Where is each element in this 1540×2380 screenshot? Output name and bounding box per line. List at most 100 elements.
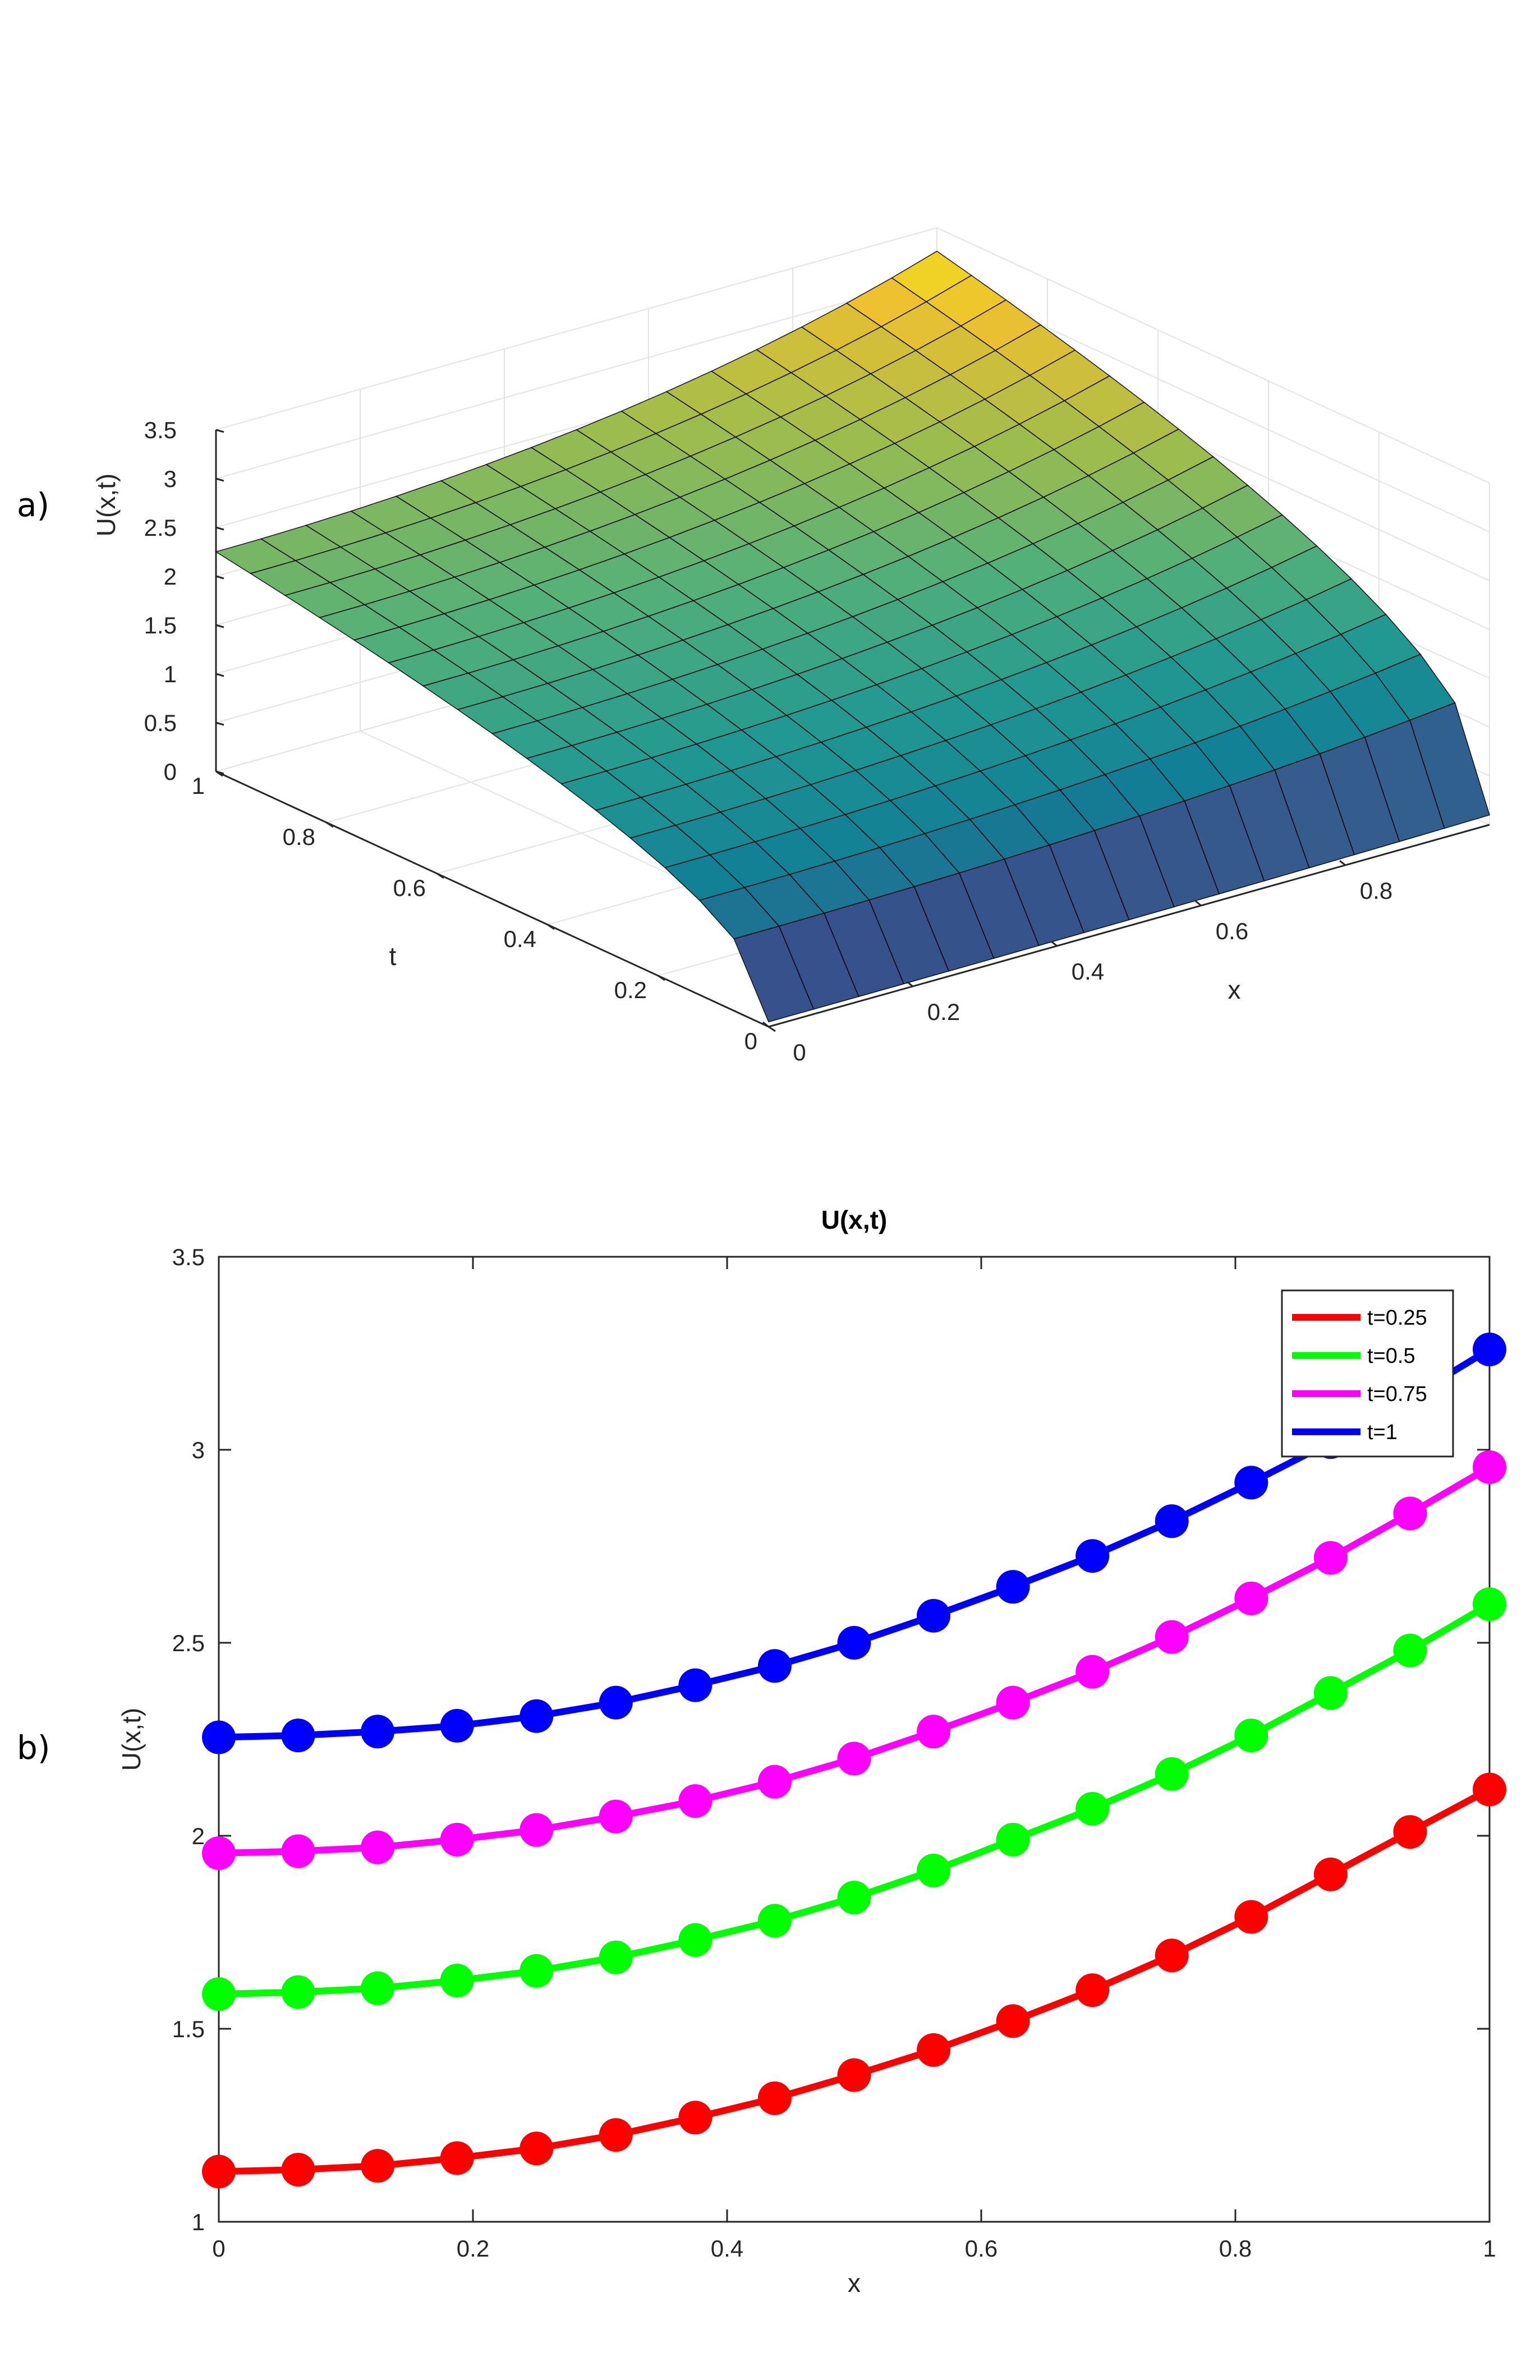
data-point [1234, 1719, 1268, 1753]
x-tick [762, 1021, 769, 1028]
data-point [1155, 1938, 1189, 1973]
x-tick-label: 0 [212, 2235, 225, 2262]
data-point [678, 1784, 712, 1818]
data-point [520, 2131, 554, 2166]
x-tick-label: 1 [1483, 2235, 1496, 2262]
z-tick [215, 722, 224, 726]
data-point [996, 1570, 1030, 1604]
data-point [361, 1715, 395, 1749]
z-tick [215, 673, 224, 677]
line-plot-title: U(x,t) [821, 1205, 888, 1234]
t-tick [547, 923, 555, 930]
t-tick [215, 770, 223, 777]
t-tick-label: 0.4 [504, 926, 536, 952]
data-point [837, 1742, 871, 1776]
z-tick [215, 624, 224, 628]
data-point [202, 1977, 236, 2011]
data-point [996, 1822, 1030, 1857]
data-point [281, 1719, 315, 1753]
data-point [599, 1940, 633, 1974]
y-tick-label: 1 [192, 2209, 205, 2235]
data-point [917, 1853, 951, 1887]
legend-entry: t=0.25 [1367, 1306, 1427, 1330]
t-axis-line [215, 770, 769, 1028]
z-tick-label: 1.5 [144, 612, 177, 638]
surface-mesh [215, 250, 1491, 1023]
data-point [440, 1822, 474, 1857]
data-point [837, 1626, 871, 1660]
data-point [1155, 1757, 1189, 1791]
line-plot-series [202, 1333, 1506, 2189]
data-point [202, 2154, 236, 2189]
t-tick [768, 1026, 776, 1032]
data-point [1313, 1676, 1348, 1710]
panel-label-b: b) [17, 1729, 50, 1767]
data-point [678, 1668, 712, 1702]
data-point [837, 1881, 871, 1915]
x-tick [907, 981, 913, 987]
panel-label-a: a) [17, 486, 49, 524]
data-point [361, 2149, 395, 2183]
data-point [1234, 1465, 1268, 1500]
surface-ylabel: t [389, 941, 397, 971]
data-point [1313, 1857, 1348, 1891]
z-tick-label: 2.5 [144, 514, 177, 541]
data-point [757, 1649, 792, 1683]
data-point [1075, 1539, 1110, 1573]
z-tick-label: 0 [164, 759, 177, 785]
surface-zlabel: U(x,t) [91, 474, 121, 536]
legend-entry: t=1 [1367, 1421, 1398, 1444]
data-point [281, 1975, 315, 2009]
data-point [1393, 1633, 1427, 1667]
data-point [1393, 1815, 1427, 1849]
t-tick-label: 0.8 [283, 824, 315, 850]
y-tick-label: 1.5 [172, 2016, 205, 2042]
z-tick [215, 477, 224, 482]
t-tick-label: 0 [744, 1028, 757, 1054]
surface-xlabel: x [1228, 975, 1241, 1004]
x-tick-label: 0.6 [965, 2235, 997, 2262]
data-point [202, 1720, 236, 1754]
t-tick [326, 821, 334, 828]
z-tick [215, 429, 224, 433]
data-point [1155, 1504, 1189, 1538]
t-tick-label: 1 [192, 773, 205, 799]
x-tick-label: 0.2 [927, 999, 960, 1025]
data-point [520, 1699, 554, 1733]
data-point [996, 1685, 1030, 1720]
data-point [520, 1954, 554, 1988]
y-tick-label: 3.5 [172, 1244, 205, 1270]
data-point [1075, 1655, 1110, 1689]
data-point [996, 2004, 1030, 2038]
x-tick [1051, 940, 1058, 947]
data-point [678, 1923, 712, 1957]
data-point [440, 1964, 474, 1997]
data-point [440, 2141, 474, 2175]
z-tick-label: 2 [164, 563, 177, 590]
x-tick-label: 0.2 [457, 2235, 489, 2262]
legend-entry: t=0.75 [1367, 1382, 1427, 1406]
data-point [361, 1971, 395, 2005]
y-tick-label: 2 [192, 1823, 205, 1849]
data-point [1393, 1496, 1427, 1531]
legend-entry: t=0.5 [1367, 1344, 1415, 1368]
data-point [757, 1765, 792, 1799]
data-point [1234, 1900, 1268, 1934]
z-tick [215, 526, 224, 531]
x-tick [1195, 900, 1202, 907]
data-point [599, 1799, 633, 1834]
grid-line [936, 227, 1490, 484]
data-point [1234, 1581, 1268, 1615]
line-plot-panel: b) U(x,t) 0 0.2 0.4 0.6 0.8 1 1 1.5 2 2.5 3 3.5 x U… [17, 1205, 1506, 2298]
x-tick-label: 0 [793, 1039, 806, 1065]
data-point [1075, 1973, 1110, 2007]
data-point [1473, 1772, 1506, 1807]
data-point [281, 1834, 315, 1868]
z-tick-label: 3 [164, 466, 177, 492]
grid-line [215, 276, 937, 479]
data-point [917, 2033, 951, 2067]
data-point [1155, 1620, 1189, 1654]
data-point [281, 2153, 315, 2187]
data-point [202, 1836, 236, 1870]
